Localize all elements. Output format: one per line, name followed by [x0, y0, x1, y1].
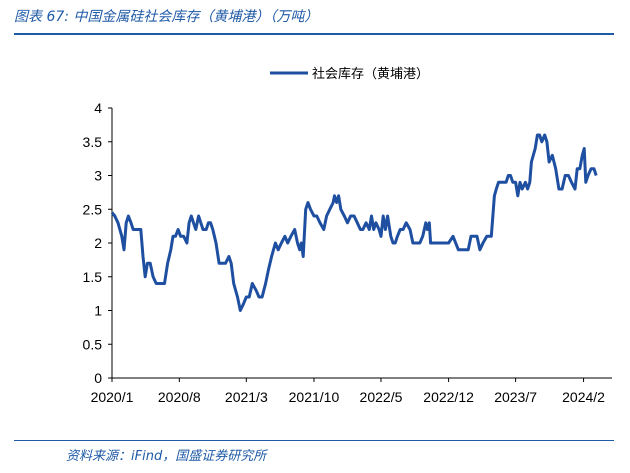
x-tick-label: 2023/7: [494, 389, 537, 405]
figure-title: 图表 67: 中国金属硅社会库存（黄埔港）（万吨）: [14, 9, 319, 25]
y-tick-label: 1.5: [83, 269, 103, 285]
source-note: 资料来源：iFind，国盛证券研究所: [66, 449, 267, 464]
title-rule: [14, 33, 614, 35]
x-tick-label: 2022/12: [423, 389, 474, 405]
y-tick-label: 3: [94, 168, 102, 184]
y-tick-label: 2.5: [83, 201, 103, 217]
y-tick-label: 2: [94, 235, 102, 251]
y-tick-label: 0.5: [83, 336, 103, 352]
x-ticks: 2020/1 2020/8 2021/3 2021/10 2022/5 2022/12 20…: [91, 378, 605, 405]
x-tick-label: 2021/3: [225, 389, 268, 405]
x-tick-label: 2020/1: [91, 389, 134, 405]
y-ticks: 0 0.5 1 1.5 2 2.5 3 3.5 4: [83, 100, 112, 386]
x-tick-label: 2024/2: [562, 389, 605, 405]
y-tick-label: 4: [94, 100, 102, 116]
footer-rule: [14, 440, 614, 441]
series-line-social-inventory: [110, 133, 598, 312]
x-tick-label: 2022/5: [360, 389, 403, 405]
y-tick-label: 0: [94, 370, 102, 386]
legend-label: 社会库存（黄埔港）: [312, 66, 429, 82]
y-tick-label: 1: [94, 303, 102, 319]
y-tick-label: 3.5: [83, 134, 103, 150]
x-tick-label: 2021/10: [289, 389, 340, 405]
x-tick-label: 2020/8: [158, 389, 201, 405]
legend: 社会库存（黄埔港）: [270, 66, 429, 82]
